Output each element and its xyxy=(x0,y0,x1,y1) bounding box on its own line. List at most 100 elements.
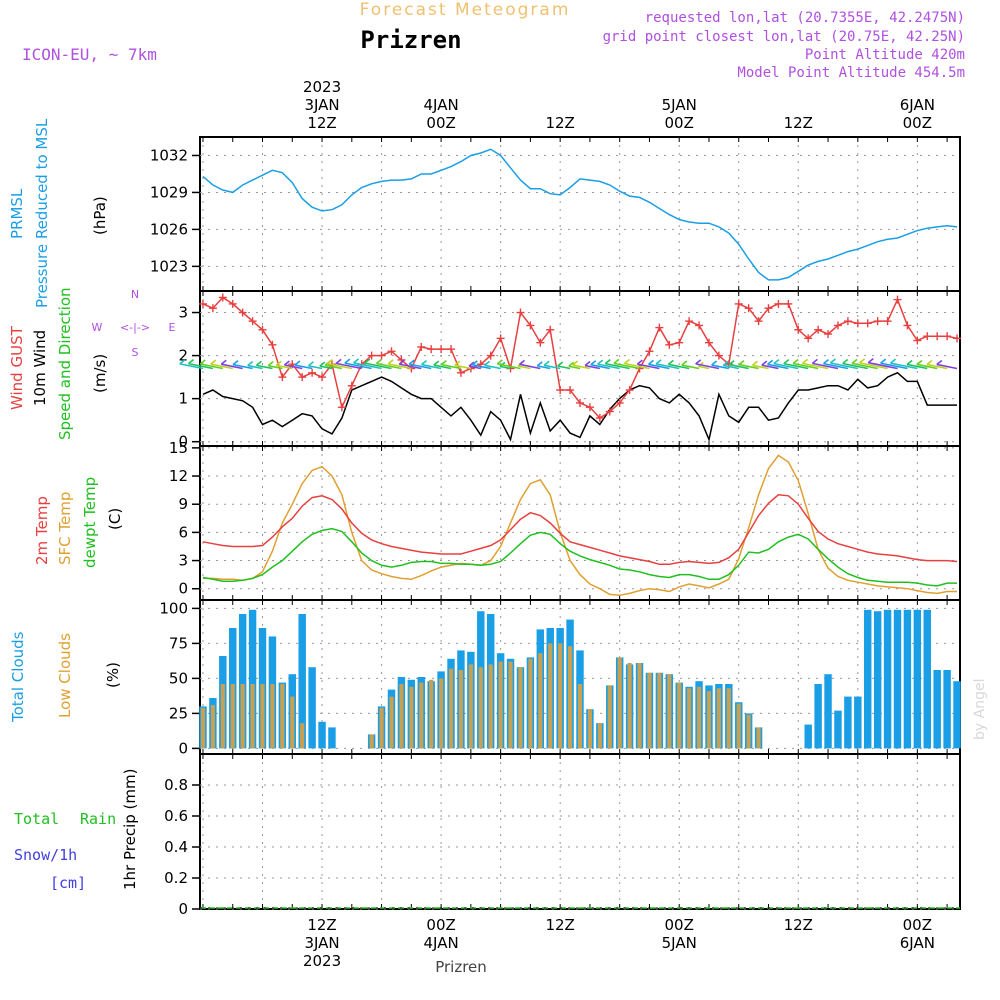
wind-direction-arrow xyxy=(728,363,749,370)
wind-direction-arrow xyxy=(308,364,323,370)
wind-direction-arrow xyxy=(517,365,531,370)
low-cloud-bar xyxy=(637,663,642,749)
wind-direction-arrowhead xyxy=(335,358,342,365)
wind-direction-arrowhead xyxy=(353,358,360,364)
wind-direction-arrowhead xyxy=(783,358,790,365)
compass-cross: <-|-> xyxy=(120,321,150,334)
total-cloud-bar xyxy=(308,667,316,749)
bottom-time-label: 00Z xyxy=(426,916,455,934)
wind-direction-arrowhead xyxy=(859,358,866,364)
total-cloud-bar xyxy=(804,724,812,749)
low-cloud-bar xyxy=(200,707,206,749)
wind-direction-arrow xyxy=(916,363,938,370)
station-title: Prizren xyxy=(360,26,461,54)
low-cloud-bar xyxy=(498,661,503,749)
wind-direction-arrowhead xyxy=(267,361,274,367)
wind-direction-arrow xyxy=(557,365,571,370)
wind-direction-arrow xyxy=(590,363,610,370)
wind-direction-arrow xyxy=(584,364,601,370)
low-cloud-bar xyxy=(548,643,553,749)
compass-rose: N S W E <-|-> xyxy=(92,288,176,359)
wind-direction-arrow xyxy=(472,364,491,370)
wind-direction-arrow xyxy=(783,362,809,370)
wind-direction-arrowhead xyxy=(433,360,440,366)
low-cloud-bar xyxy=(746,714,751,749)
low-cloud-bar xyxy=(577,684,583,749)
wind-direction-arrowhead xyxy=(247,360,254,367)
top-time-label: 4JAN xyxy=(424,96,459,114)
wind-direction-arrow xyxy=(926,363,948,370)
low-cloud-bar xyxy=(240,684,245,749)
wind-direction-arrowhead xyxy=(597,359,604,365)
wind-direction-arrowhead xyxy=(187,358,194,365)
low-cloud-bar xyxy=(369,734,374,749)
bottom-station-label: Prizren xyxy=(435,958,487,976)
sfc-temp-line xyxy=(203,454,957,597)
wind-direction-arrowhead xyxy=(811,358,818,365)
low-cloud-bar xyxy=(597,723,602,749)
total-cloud-bar xyxy=(248,609,257,749)
wind-direction-arrow xyxy=(537,365,551,370)
wind-direction-arrowhead xyxy=(936,359,943,366)
low-cloud-bar xyxy=(399,684,404,749)
wind-direction-arrow xyxy=(698,365,710,370)
wind-direction-arrowhead xyxy=(773,358,780,365)
total-cloud-bar xyxy=(854,696,862,749)
low-cloud-bar xyxy=(270,684,275,749)
wind-direction-arrowhead xyxy=(851,358,858,365)
bottom-time-label: 3JAN xyxy=(304,934,339,952)
wind-direction-arrow xyxy=(605,362,630,370)
wind-direction-arrowhead xyxy=(398,359,405,365)
total-cloud-bar xyxy=(873,611,882,749)
wind-direction-arrow xyxy=(499,365,511,370)
wind-direction-arrow xyxy=(387,363,412,370)
wind-direction-arrowhead xyxy=(210,359,217,365)
low-cloud-bar xyxy=(290,696,295,749)
wind-direction-arrowhead xyxy=(613,358,620,365)
wind-direction-arrowhead xyxy=(590,360,597,366)
wind-direction-arrowhead xyxy=(867,358,874,364)
compass-east: E xyxy=(169,321,176,334)
wind-direction-arrow xyxy=(823,362,849,370)
low-cloud-bar xyxy=(448,668,454,749)
wind-direction-arrowhead xyxy=(344,358,351,364)
wind-direction-arrow xyxy=(648,363,670,370)
label-2m-temp: 2m Temp xyxy=(33,496,51,565)
wind-direction-arrowhead xyxy=(916,359,923,366)
bottom-time-label: 6JAN xyxy=(900,934,935,952)
wind-direction-arrowhead xyxy=(387,359,394,365)
wind-direction-arrowhead xyxy=(681,360,688,366)
wind-direction-arrowhead xyxy=(220,359,227,365)
y-tick-label: 0.8 xyxy=(164,776,188,794)
low-cloud-bar xyxy=(657,672,662,749)
wind-direction-arrowhead xyxy=(484,360,491,366)
y-tick-label: 9 xyxy=(178,495,188,513)
low-cloud-bar xyxy=(726,688,731,749)
total-cloud-bar xyxy=(814,684,822,749)
wind-direction-arrowhead xyxy=(471,360,478,366)
low-cloud-bar xyxy=(478,667,483,749)
label-prmsl: PRMSL xyxy=(8,188,26,239)
low-cloud-bar xyxy=(558,643,563,749)
wind-direction-arrowhead xyxy=(728,359,735,366)
pressure-line xyxy=(202,148,958,281)
wind-direction-arrow xyxy=(767,363,789,370)
wind-direction-arrowhead xyxy=(307,361,314,367)
y-tick-label: 6 xyxy=(178,523,188,541)
wind-direction-arrow xyxy=(441,363,462,370)
wind-direction-arrowhead xyxy=(440,359,447,366)
requested-coords: requested lon,lat (20.7355E, 42.2475N) xyxy=(645,10,965,26)
wind-direction-arrowhead xyxy=(584,360,591,367)
wind-direction-arrow xyxy=(668,363,690,370)
wind-direction-arrowhead xyxy=(761,360,768,366)
model-altitude: Model Point Altitude 454.5m xyxy=(737,65,965,81)
low-cloud-bar xyxy=(220,684,225,749)
total-cloud-bar xyxy=(824,674,832,749)
label-snow: Snow/1h xyxy=(14,846,77,864)
wind-direction-arrowhead xyxy=(792,358,799,365)
y-tick-label: 3 xyxy=(178,304,188,322)
wind-direction-arrow xyxy=(409,363,432,370)
low-cloud-bar xyxy=(429,679,434,749)
wind-direction-arrow xyxy=(868,361,898,370)
wind-direction-arrowhead xyxy=(695,359,702,365)
